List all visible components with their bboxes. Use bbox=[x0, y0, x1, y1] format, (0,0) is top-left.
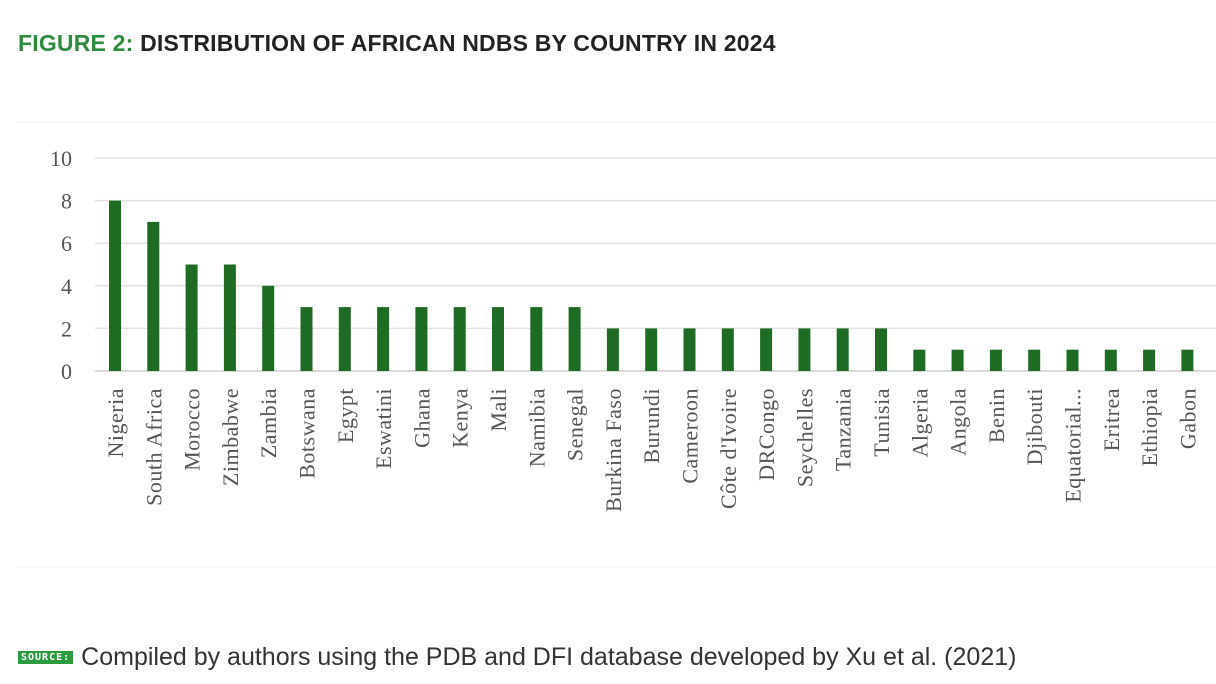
x-tick-label: Ghana bbox=[409, 388, 434, 448]
x-tick-label: Seychelles bbox=[792, 388, 817, 487]
bar-angola bbox=[951, 349, 964, 371]
y-tick-label: 10 bbox=[50, 146, 72, 171]
bar-nigeria bbox=[109, 200, 121, 371]
bar-gabon bbox=[1181, 349, 1194, 371]
bar-zambia bbox=[262, 285, 275, 371]
y-tick-label: 6 bbox=[61, 231, 72, 256]
x-tick-label: Côte d'Ivoire bbox=[716, 388, 741, 509]
y-tick-label: 8 bbox=[61, 189, 72, 214]
source-note: SOURCE: Compiled by authors using the PDB… bbox=[18, 643, 1016, 672]
y-tick-label: 4 bbox=[61, 274, 72, 299]
y-tick-label: 0 bbox=[61, 359, 72, 384]
bar-botswana bbox=[300, 307, 313, 371]
x-tick-label: Senegal bbox=[563, 388, 588, 461]
source-badge: SOURCE: bbox=[18, 651, 74, 664]
bar-kenya bbox=[453, 307, 466, 371]
x-tick-label: Eswatini bbox=[371, 388, 396, 469]
bar-benin bbox=[989, 349, 1002, 371]
x-tick-label: Egypt bbox=[333, 388, 358, 443]
x-tick-label: Kenya bbox=[448, 388, 473, 448]
x-tick-label: Mali bbox=[486, 388, 511, 432]
x-tick-label: DRCongo bbox=[754, 388, 779, 481]
x-tick-label: Tunisia bbox=[869, 388, 894, 457]
bar-egypt bbox=[338, 307, 351, 371]
bar-zimbabwe bbox=[223, 264, 236, 371]
bar-namibia bbox=[530, 307, 543, 371]
y-tick-label: 2 bbox=[61, 316, 72, 341]
x-tick-label: Tanzania bbox=[831, 388, 856, 471]
bar-burkina-faso bbox=[606, 328, 619, 371]
x-tick-label: Morocco bbox=[180, 388, 205, 471]
bar-tunisia bbox=[875, 328, 887, 371]
x-tick-label: Burkina Faso bbox=[601, 388, 626, 512]
figure-title-text: DISTRIBUTION OF AFRICAN NDBS BY COUNTRY … bbox=[140, 30, 776, 56]
bar-equatorial- bbox=[1066, 349, 1079, 371]
bar-algeria bbox=[913, 349, 926, 371]
bar-c-te-d-ivoire bbox=[721, 328, 734, 371]
x-tick-label: Gabon bbox=[1175, 388, 1200, 449]
x-tick-label: Botswana bbox=[295, 388, 320, 479]
bar-eritrea bbox=[1104, 349, 1117, 371]
x-tick-label: Benin bbox=[984, 388, 1009, 443]
bar-ghana bbox=[415, 307, 428, 371]
bar-burundi bbox=[645, 328, 658, 371]
x-tick-label: Nigeria bbox=[103, 388, 128, 457]
bar-seychelles bbox=[798, 328, 811, 371]
x-tick-label: South Africa bbox=[141, 388, 166, 506]
bar-senegal bbox=[568, 307, 581, 371]
bar-morocco bbox=[185, 264, 198, 371]
figure-title: FIGURE 2: DISTRIBUTION OF AFRICAN NDBS B… bbox=[18, 30, 776, 57]
bar-djibouti bbox=[1028, 349, 1041, 371]
bar-mali bbox=[492, 307, 504, 371]
x-tick-label: Zambia bbox=[256, 388, 281, 458]
bar-eswatini bbox=[377, 307, 390, 371]
bar-south-africa bbox=[147, 221, 160, 371]
figure-number: FIGURE 2: bbox=[18, 30, 134, 56]
x-tick-label: Cameroon bbox=[678, 388, 703, 484]
x-tick-label: Algeria bbox=[907, 388, 932, 457]
x-tick-label: Djibouti bbox=[1022, 388, 1047, 465]
bar-tanzania bbox=[836, 328, 849, 371]
bar-ethiopia bbox=[1143, 349, 1156, 371]
x-tick-label: Ethiopia bbox=[1137, 388, 1162, 467]
x-tick-label: Zimbabwe bbox=[218, 388, 243, 486]
x-tick-label: Namibia bbox=[524, 388, 549, 467]
x-tick-label: Burundi bbox=[639, 388, 664, 464]
bar-drcongo bbox=[760, 328, 773, 371]
x-tick-label: Equatorial... bbox=[1061, 388, 1086, 503]
x-tick-label: Angola bbox=[946, 388, 971, 456]
bar-cameroon bbox=[683, 328, 696, 371]
source-text: Compiled by authors using the PDB and DF… bbox=[81, 643, 1017, 671]
x-tick-label: Eritrea bbox=[1099, 388, 1124, 451]
